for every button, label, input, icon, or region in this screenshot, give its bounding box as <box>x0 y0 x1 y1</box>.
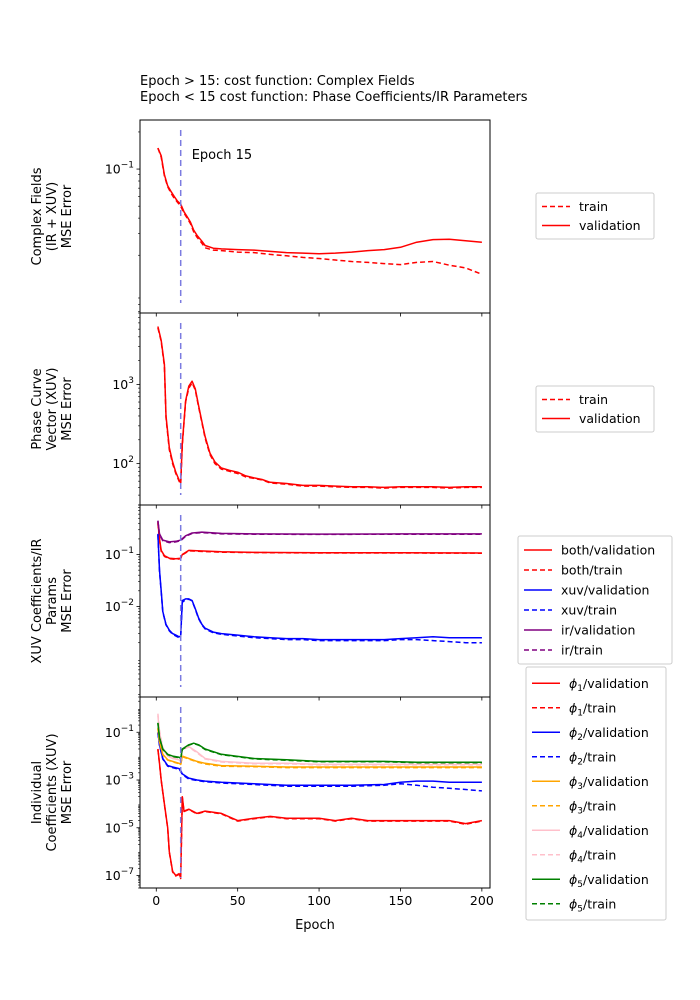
legend-box <box>517 535 673 665</box>
figure-title: Epoch > 15: cost function: Complex Field… <box>140 74 528 105</box>
x-tick-label: 0 <box>152 893 160 908</box>
y-tick-label: 10−2 <box>105 598 134 614</box>
legend-box <box>535 192 655 240</box>
y-axis-label: Coefficients (XUV) <box>45 733 60 851</box>
legend-entry: ϕ3/validation <box>569 774 649 792</box>
series-group <box>157 713 483 880</box>
panel-2: 102 103 Phase Curve Vector (XUV) MSE Error tr… <box>30 312 655 509</box>
x-tick-label: 150 <box>389 893 413 908</box>
legend-1: train validation <box>535 192 655 240</box>
series-line--5-validation <box>157 722 482 764</box>
legend-entry: xuv/train <box>561 603 617 618</box>
legend-entry: ϕ2/validation <box>569 725 649 743</box>
series-line--2-validation <box>157 732 482 787</box>
y-minor-ticks <box>138 504 140 695</box>
series-line-xuv-train <box>157 534 482 644</box>
y-tick-label: 10−1 <box>105 724 134 740</box>
x-axis-label: Epoch <box>295 918 335 933</box>
epoch-15-annotation: Epoch 15 <box>192 148 252 163</box>
series-line-ir-validation <box>157 520 482 543</box>
legend-box <box>525 666 667 921</box>
legend-entry: ir/validation <box>561 623 635 638</box>
y-axis-label: MSE Error <box>60 760 75 824</box>
y-axis-label: Complex Fields <box>30 167 45 265</box>
legend-entry: train <box>579 392 608 407</box>
series-line--3-train <box>157 728 482 769</box>
title-line-1: Epoch > 15: cost function: Complex Field… <box>140 74 415 89</box>
series-line--4-train <box>157 713 482 766</box>
y-minor-ticks <box>138 696 140 889</box>
legend-entry: xuv/validation <box>561 583 649 598</box>
title-line-2: Epoch < 15 cost function: Phase Coeffici… <box>140 90 528 105</box>
series-line-train <box>157 327 482 489</box>
series-line--4-validation <box>157 715 482 766</box>
legend-entry: ϕ4/validation <box>569 823 649 841</box>
series-line-validation <box>157 326 482 489</box>
series-line-xuv-validation <box>157 533 482 641</box>
axes-frame <box>139 696 491 889</box>
legend-3: both/validation both/train xuv/validation x… <box>517 535 673 665</box>
y-minor-ticks <box>138 131 140 312</box>
y-axis-label: XUV Coefficients/IR <box>30 538 45 663</box>
series-group <box>157 326 482 489</box>
series-group <box>157 520 482 644</box>
series-line-validation <box>157 147 482 255</box>
legend-2: train validation <box>535 385 655 433</box>
legend-entry: ϕ2/train <box>569 749 616 767</box>
y-tick-label: 10−1 <box>105 546 134 562</box>
legend-entry: train <box>579 199 608 214</box>
legend-entry: ϕ4/train <box>569 847 616 865</box>
y-axis-label: MSE Error <box>60 569 75 633</box>
legend-entry: ϕ1/validation <box>569 676 649 694</box>
series-line-both-train <box>157 523 482 561</box>
series-line--5-train <box>157 723 482 764</box>
series-line-ir-train <box>157 521 482 544</box>
legend-4: ϕ1/validation ϕ1/train ϕ2/validation ϕ2/tra… <box>525 666 667 921</box>
y-tick-label: 10−5 <box>105 819 134 835</box>
series-line--1-train <box>157 749 483 880</box>
legend-entry: both/validation <box>561 543 655 558</box>
panel-4: 10−7 10−5 10−3 10−1 0 50 100 150 200 Individual Co… <box>30 666 667 921</box>
legend-entry: ϕ5/train <box>569 896 616 914</box>
x-tick-label: 50 <box>230 893 246 908</box>
y-tick-label: 10−3 <box>105 772 134 788</box>
x-tick-label: 200 <box>470 893 494 908</box>
y-axis-label: MSE Error <box>60 377 75 441</box>
panel-3: 10−2 10−1 XUV Coefficients/IR Params MSE Err… <box>30 504 673 701</box>
y-axis-label: (IR + XUV) <box>45 182 60 251</box>
x-tick-label: 100 <box>307 893 331 908</box>
y-axis-label: Individual <box>30 761 45 824</box>
legend-entry: validation <box>579 218 641 233</box>
legend-entry: ϕ5/validation <box>569 872 649 890</box>
y-tick-label: 10−7 <box>105 867 134 883</box>
axes-frame <box>139 312 491 506</box>
legend-entry: ϕ3/train <box>569 798 616 816</box>
legend-entry: ir/train <box>561 643 603 658</box>
y-tick-label: 103 <box>112 376 134 392</box>
legend-entry: ϕ1/train <box>569 700 616 718</box>
y-axis-label: Params <box>45 577 60 625</box>
y-tick-label: 102 <box>112 455 134 471</box>
legend-box <box>535 385 655 433</box>
y-axis-label: Phase Curve <box>30 368 45 449</box>
y-axis-label: Vector (XUV) <box>45 367 60 450</box>
series-group <box>157 147 483 275</box>
y-tick-label: 10−1 <box>105 161 134 177</box>
legend-entry: validation <box>579 411 641 426</box>
y-axis-label: MSE Error <box>60 184 75 248</box>
series-line-train <box>157 147 483 275</box>
panel-1: 10−1 Complex Fields (IR + XUV) MSE Error Epo… <box>30 119 655 317</box>
legend-entry: both/train <box>561 563 623 578</box>
